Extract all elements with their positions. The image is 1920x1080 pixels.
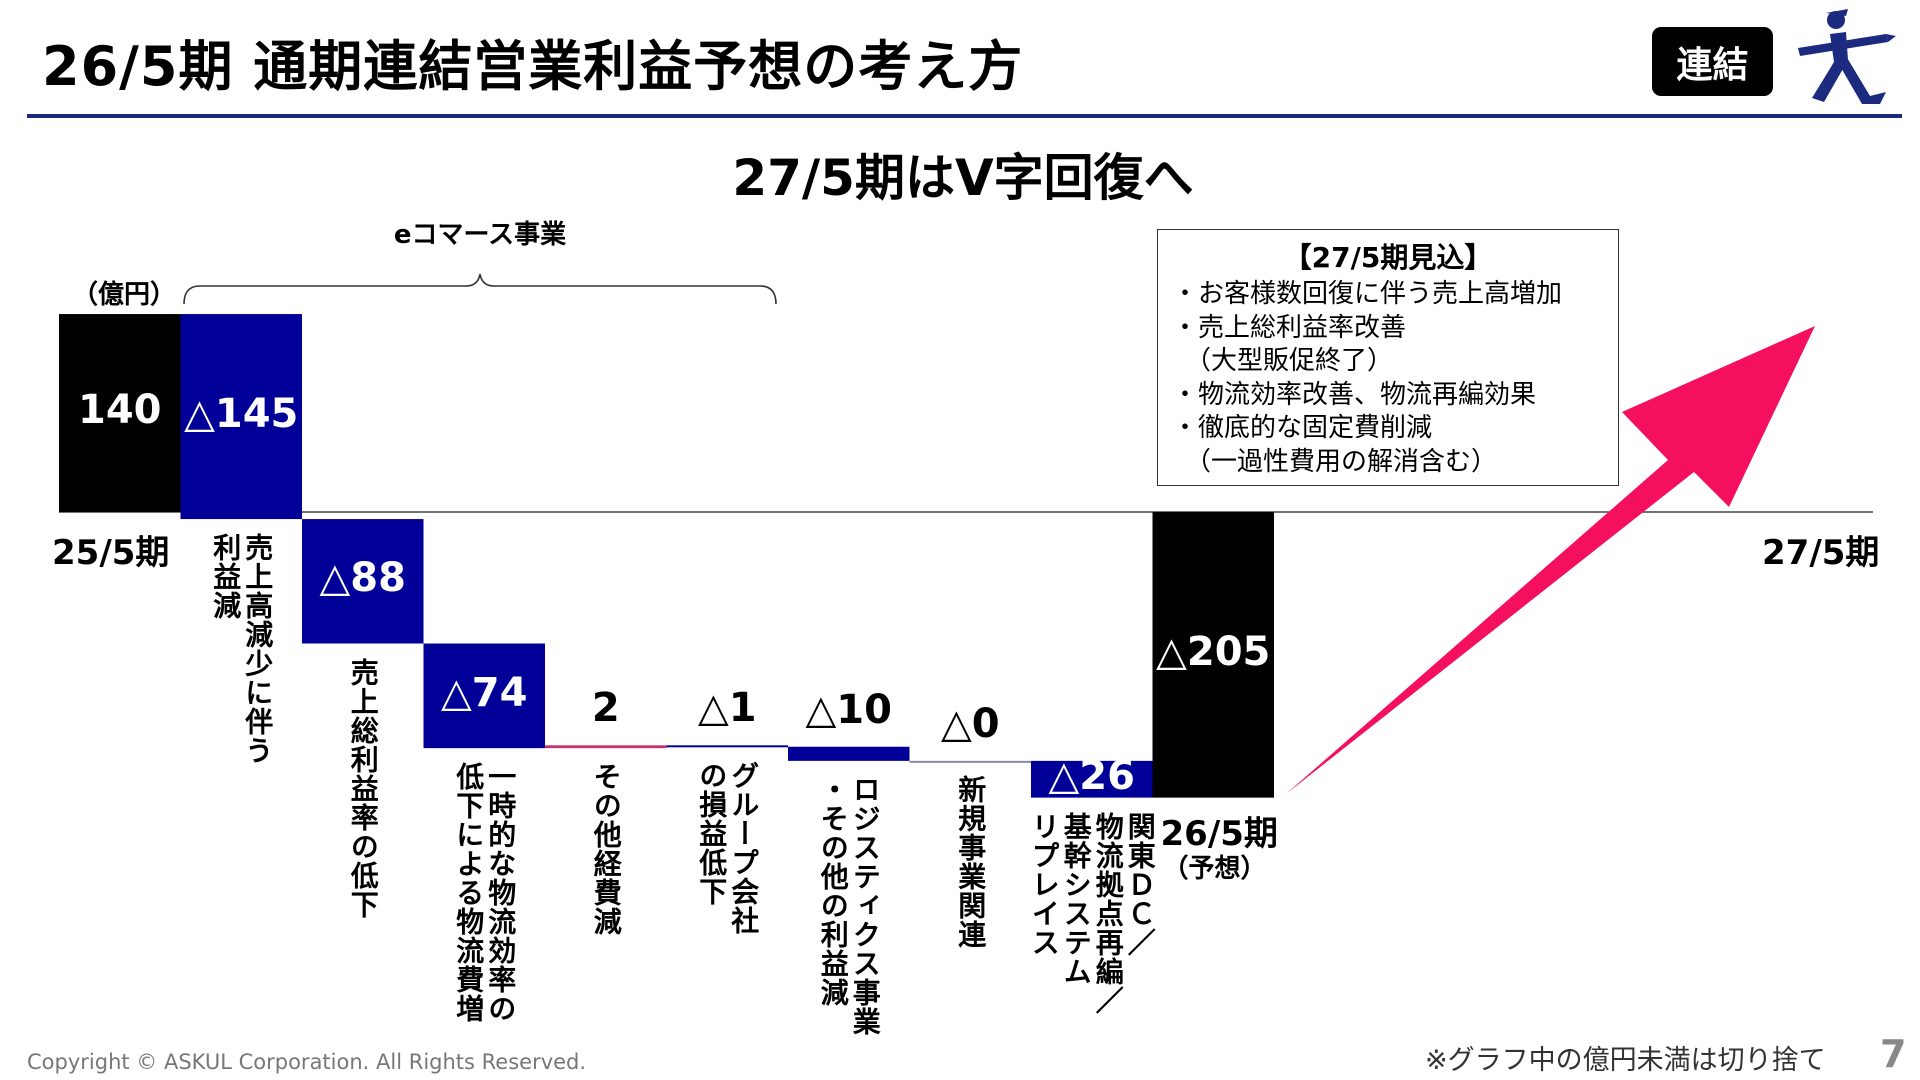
bar-step xyxy=(909,760,1031,763)
recovery-arrow-icon xyxy=(1286,326,1815,794)
footnote: ※グラフ中の億円未満は切り捨て xyxy=(1425,1045,1826,1076)
value-label: △145 xyxy=(184,390,299,437)
value-label: 2 xyxy=(591,685,620,732)
value-label: △26 xyxy=(1048,753,1135,800)
page-title: 26/5期 通期連結営業利益予想の考え方 xyxy=(42,35,1024,98)
page-number: 7 xyxy=(1880,1032,1907,1076)
bar-step xyxy=(180,314,302,520)
category-label: ロジスティクス事業 ・その他の利益減 xyxy=(816,774,882,1036)
category-label: 一時的な物流効率の 低下による物流費増 xyxy=(452,762,518,1024)
x-label-end-sub: （予想） xyxy=(1162,853,1267,884)
bar-start xyxy=(59,314,181,512)
bar-step xyxy=(1031,760,1153,798)
category-label: グループ会社 の損益低下 xyxy=(695,760,761,935)
bar-step xyxy=(666,745,788,748)
outlook-item: ・物流効率改善、物流再編効果 xyxy=(1172,379,1537,410)
outlook-item: ・徹底的な固定費削減 xyxy=(1172,413,1433,443)
category-label: 関東ＤＣ／ 物流拠点再編／ 基幹システム リプレイス xyxy=(1027,811,1157,1015)
outlook-box: 【27/5期見込】 ・お客様数回復に伴う売上高増加 ・売上総利益率改善 （大型販… xyxy=(1157,229,1619,486)
bar-end xyxy=(1152,512,1274,798)
value-label: △0 xyxy=(940,700,1000,747)
outlook-title: 【27/5期見込】 xyxy=(1283,241,1493,274)
category-label: その他経費減 xyxy=(589,762,623,937)
outlook-item: （大型販促終了） xyxy=(1172,346,1394,376)
consolidated-badge: 連結 xyxy=(1652,27,1773,96)
value-label: △88 xyxy=(319,555,406,602)
outlook-item: ・売上総利益率改善 xyxy=(1172,312,1407,343)
value-label: △74 xyxy=(441,669,528,716)
category-label: 新規事業関連 xyxy=(954,774,988,949)
outlook-item: ・お客様数回復に伴う売上高増加 xyxy=(1172,279,1563,309)
bar-step xyxy=(302,519,424,644)
value-label: △1 xyxy=(697,685,757,732)
copyright: Copyright © ASKUL Corporation. All Right… xyxy=(27,1050,587,1074)
segment-label: eコマース事業 xyxy=(393,220,567,250)
outlook-item: （一過性費用の解消含む） xyxy=(1172,446,1498,477)
unit-label: （億円） xyxy=(72,280,177,310)
chart-subtitle: 27/5期はV字回復へ xyxy=(732,149,1194,207)
x-label-next: 27/5期 xyxy=(1762,533,1880,573)
mascot-logo-icon xyxy=(1798,9,1896,104)
value-label: △10 xyxy=(805,686,892,733)
category-label: 売上高減少に伴う 利益減 xyxy=(209,533,275,766)
value-label: 140 xyxy=(78,387,162,434)
category-label: 売上総利益率の低下 xyxy=(346,657,380,919)
bar-step xyxy=(788,746,910,761)
segment-brace xyxy=(183,273,777,305)
header-rule xyxy=(27,114,1902,118)
x-label-start: 25/5期 xyxy=(52,533,170,573)
bar-step xyxy=(545,745,667,749)
bar-step xyxy=(423,643,545,749)
value-label: △205 xyxy=(1156,628,1271,675)
x-label-end: 26/5期 xyxy=(1160,813,1278,854)
